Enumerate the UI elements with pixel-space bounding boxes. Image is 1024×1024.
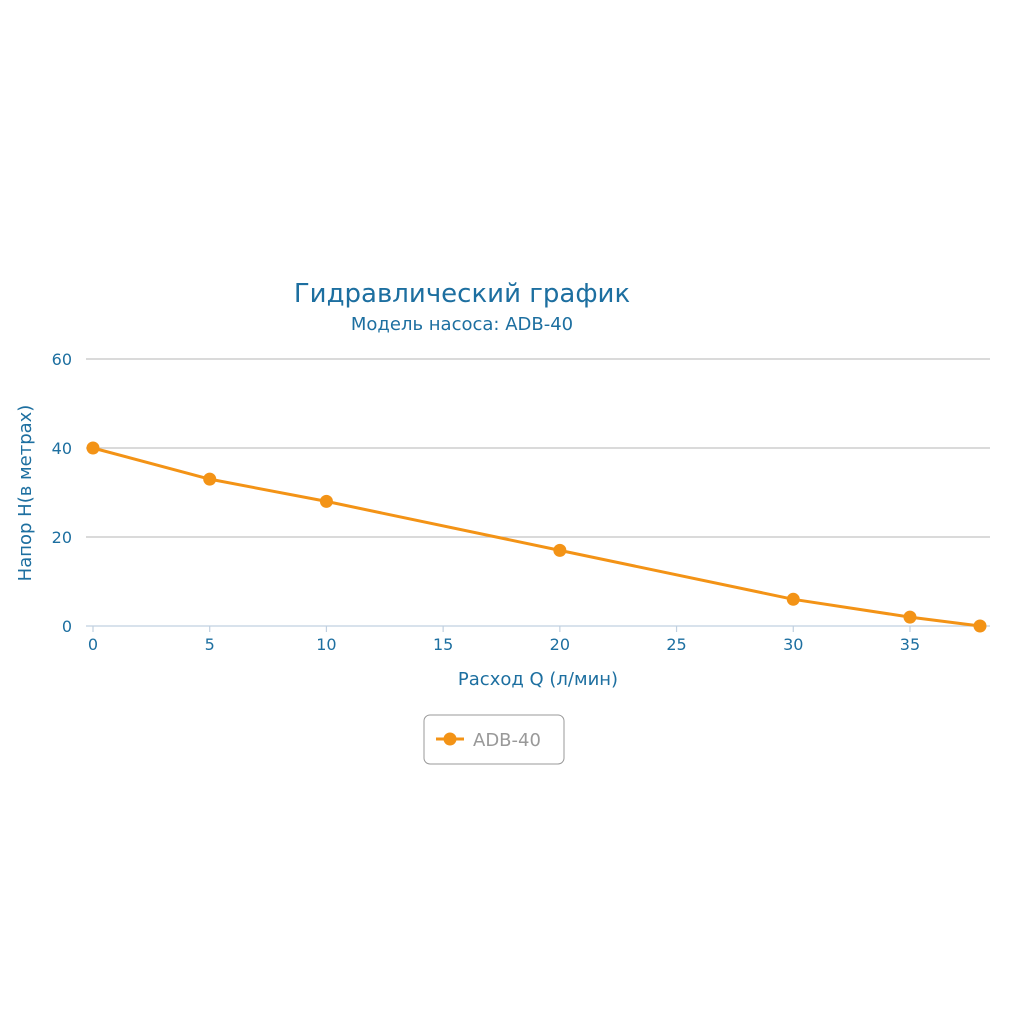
y-axis: 0 20 40 60: [52, 350, 72, 636]
data-point[interactable]: [903, 610, 917, 624]
x-tick-label: 30: [783, 635, 803, 654]
data-point[interactable]: [973, 619, 987, 633]
y-tick-label: 0: [62, 617, 72, 636]
x-tick-label: 35: [900, 635, 920, 654]
series-layer: [86, 441, 987, 633]
y-tick-label: 60: [52, 350, 72, 369]
x-axis: 0 5 10 15 20 25 30 35: [86, 625, 990, 654]
chart-subtitle: Модель насоса: ADB-40: [351, 314, 573, 335]
legend-box: [423, 714, 565, 765]
x-tick-label: 25: [666, 635, 686, 654]
x-tick-label: 0: [88, 635, 98, 654]
y-tick-label: 40: [52, 439, 72, 458]
x-tick-label: 20: [550, 635, 570, 654]
x-axis-label: Расход Q (л/мин): [458, 669, 618, 690]
data-point[interactable]: [319, 494, 333, 508]
y-tick-label: 20: [52, 528, 72, 547]
chart-title: Гидравлический график: [294, 279, 630, 309]
y-axis-label: Напор H(в метрах): [15, 405, 36, 582]
grid-lines: [86, 358, 990, 538]
x-tick-label: 15: [433, 635, 453, 654]
legend[interactable]: ADB-40: [423, 714, 565, 765]
x-tick-label: 5: [205, 635, 215, 654]
data-point[interactable]: [86, 441, 100, 455]
data-point[interactable]: [553, 543, 567, 557]
legend-marker: [443, 732, 457, 746]
legend-label: ADB-40: [473, 730, 541, 751]
data-point[interactable]: [786, 592, 800, 606]
x-tick-label: 10: [316, 635, 336, 654]
data-point[interactable]: [203, 472, 217, 486]
